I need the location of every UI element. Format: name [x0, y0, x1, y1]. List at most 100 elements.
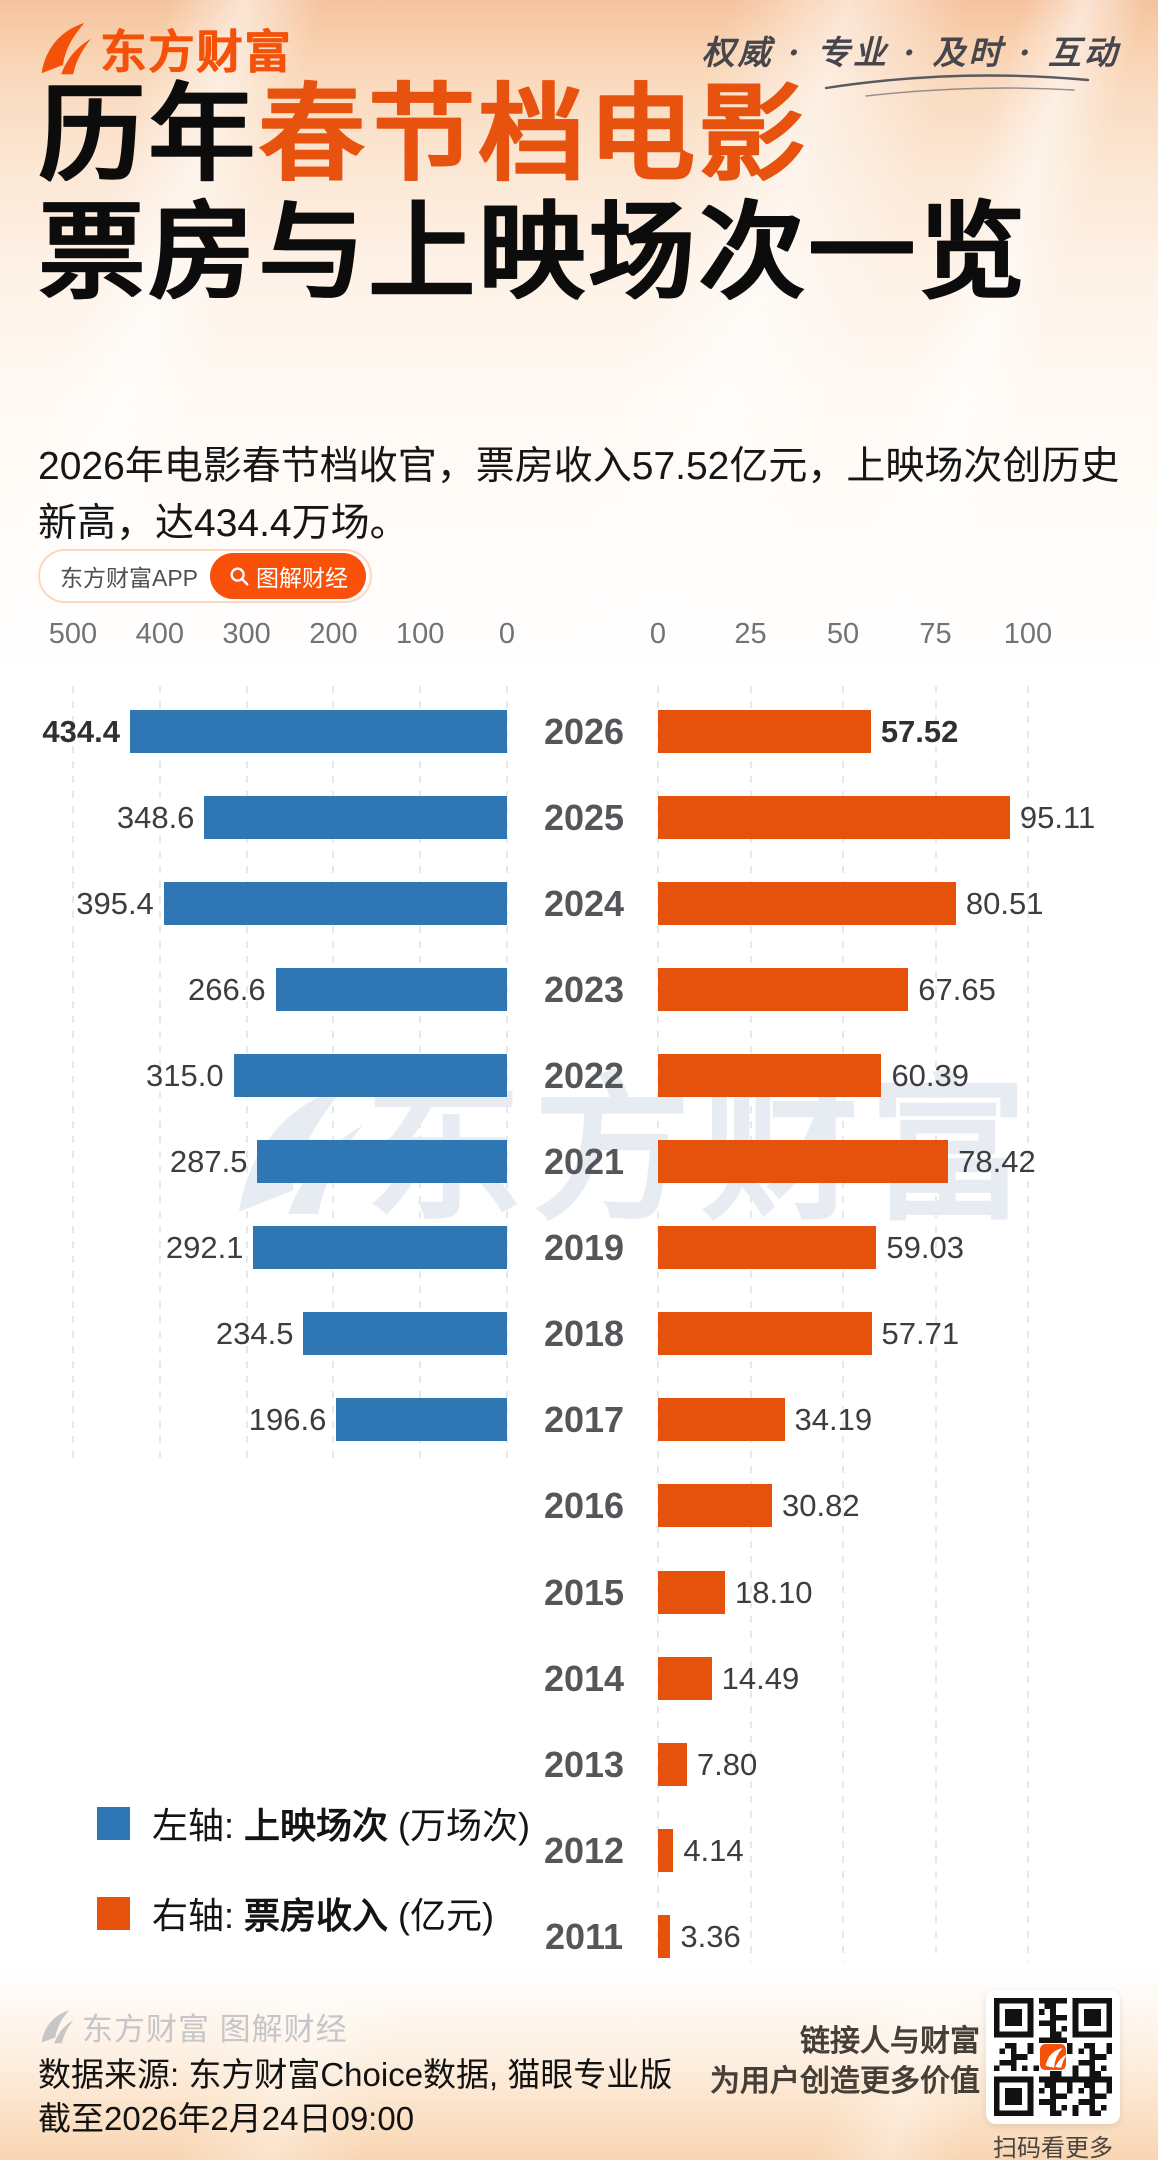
- right-axis-tick: 75: [919, 618, 952, 650]
- column-tag: 图解财经: [210, 553, 367, 599]
- legend-right-prefix: 右轴:: [152, 1895, 245, 1936]
- year-label-2017: 2017: [543, 1399, 625, 1441]
- boxoffice-value-2014: 14.49: [721, 1660, 800, 1696]
- bar-boxoffice-2011: [658, 1914, 671, 1958]
- boxoffice-value-2017: 34.19: [794, 1402, 873, 1438]
- left-axis-tick: 100: [395, 618, 445, 650]
- year-label-2021: 2021: [543, 1141, 625, 1182]
- legend-label-screenings: 左轴: 上映场次 (万场次): [152, 1797, 530, 1849]
- screenings-value-2019: 292.1: [165, 1230, 244, 1266]
- left-axis-tick: 0: [498, 618, 516, 650]
- left-axis-tick: 400: [135, 618, 184, 650]
- bar-boxoffice-2023: [658, 967, 909, 1011]
- bar-boxoffice-2021: [658, 1140, 949, 1183]
- bar-screenings-2019: [253, 1226, 507, 1270]
- year-label-2022: 2022: [543, 1054, 625, 1096]
- year-label-2025: 2025: [543, 796, 625, 838]
- title-prefix: 历年: [38, 76, 258, 194]
- right-axis-tick: 50: [826, 618, 860, 650]
- header-tagline: 权威 · 专业 · 及时 · 互动: [701, 33, 1120, 72]
- year-label-2019: 2019: [543, 1227, 625, 1269]
- bar-boxoffice-2016: [658, 1484, 773, 1528]
- left-gridline: [72, 686, 74, 1458]
- footer-brand: 东方财富 图解财经: [38, 2004, 348, 2049]
- column-name-label: 图解财经: [256, 565, 349, 591]
- legend-left-axis: 左轴: 上映场次 (万场次): [97, 1797, 530, 1849]
- brand-logo: 东方财富: [36, 16, 292, 82]
- year-label-2023: 2023: [543, 968, 625, 1010]
- screenings-value-2018: 234.5: [215, 1316, 294, 1352]
- app-name-label: 东方财富APP: [60, 565, 199, 591]
- slogan-line-2: 为用户创造更多价值: [710, 2065, 980, 2098]
- boxoffice-value-2012: 4.14: [683, 1832, 744, 1868]
- legend-left-name: 上映场次: [244, 1805, 389, 1846]
- year-label-2024: 2024: [543, 882, 625, 924]
- screenings-value-2017: 196.6: [248, 1402, 327, 1438]
- legend-right-axis: 右轴: 票房收入 (亿元): [97, 1887, 494, 1939]
- bar-boxoffice-2022: [658, 1053, 882, 1097]
- page-title: 历年春节档电影 票房与上映场次一览: [38, 76, 1028, 312]
- screenings-value-2023: 266.6: [188, 971, 266, 1007]
- bar-boxoffice-2026: [658, 709, 871, 753]
- bar-boxoffice-2025: [658, 795, 1010, 839]
- boxoffice-value-2026: 57.52: [880, 713, 959, 749]
- bar-boxoffice-2015: [658, 1570, 725, 1614]
- legend-swatch-boxoffice: [97, 1896, 130, 1930]
- legend-label-boxoffice: 右轴: 票房收入 (亿元): [152, 1887, 494, 1939]
- bar-screenings-2018: [303, 1312, 507, 1356]
- bar-boxoffice-2013: [658, 1742, 687, 1786]
- slogan-line-1: 链接人与财富: [800, 2025, 980, 2058]
- right-axis-tick: 0: [649, 618, 667, 650]
- tagline-underline-swoosh: [824, 74, 1090, 97]
- qr-code-pattern: [994, 1998, 1112, 2116]
- left-axis-tick: 300: [222, 618, 271, 650]
- bar-screenings-2024: [163, 881, 507, 925]
- left-axis-tick: 500: [48, 618, 98, 650]
- year-label-2011: 2011: [544, 1915, 624, 1957]
- legend-left-suffix: (万场次): [388, 1805, 531, 1846]
- bar-boxoffice-2017: [658, 1398, 785, 1442]
- boxoffice-value-2011: 3.36: [680, 1918, 741, 1954]
- boxoffice-value-2013: 7.80: [696, 1746, 758, 1782]
- bar-screenings-2021: [257, 1140, 507, 1183]
- bar-screenings-2022: [233, 1053, 507, 1097]
- screenings-value-2025: 348.6: [116, 799, 195, 835]
- bottom-background-gradient: [0, 1968, 1158, 2160]
- bar-boxoffice-2014: [658, 1656, 712, 1700]
- as-of-line: 截至2026年2月24日09:00: [38, 2100, 415, 2137]
- year-label-2015: 2015: [543, 1571, 625, 1613]
- title-line-1: 历年春节档电影: [38, 76, 1028, 194]
- boxoffice-value-2025: 95.11: [1019, 799, 1096, 835]
- app-tag-pill: 东方财富APP 图解财经: [38, 549, 373, 603]
- legend-left-prefix: 左轴:: [152, 1805, 245, 1846]
- right-gridline: [1027, 686, 1029, 1962]
- screenings-value-2022: 315.0: [146, 1057, 224, 1093]
- subtitle-text: 2026年电影春节档收官，票房收入57.52亿元，上映场次创历史新高，达434.…: [38, 445, 1120, 545]
- qr-code: [986, 1990, 1120, 2124]
- bar-screenings-2026: [129, 709, 507, 753]
- year-label-2018: 2018: [543, 1313, 625, 1355]
- year-label-2026: 2026: [543, 710, 625, 752]
- footer-slogan: 链接人与财富 为用户创造更多价值: [710, 2022, 980, 2102]
- boxoffice-value-2018: 57.71: [881, 1316, 960, 1352]
- bar-boxoffice-2012: [658, 1828, 674, 1872]
- bar-boxoffice-2019: [658, 1226, 877, 1270]
- right-gridline: [934, 686, 937, 1962]
- screenings-value-2026: 434.4: [42, 713, 120, 749]
- boxoffice-value-2024: 80.51: [965, 885, 1044, 921]
- qr-caption: 扫码看更多: [993, 2135, 1113, 2160]
- year-label-2013: 2013: [543, 1743, 625, 1785]
- brand-name: 东方财富: [100, 26, 292, 78]
- legend-right-name: 票房收入: [244, 1895, 389, 1936]
- year-label-2016: 2016: [543, 1485, 625, 1527]
- boxoffice-value-2015: 18.10: [734, 1574, 813, 1610]
- title-highlight: 春节档电影: [258, 76, 808, 194]
- left-axis-tick: 200: [309, 618, 358, 650]
- right-axis-tick: 25: [734, 618, 767, 650]
- boxoffice-value-2022: 60.39: [891, 1057, 970, 1093]
- bar-screenings-2023: [275, 967, 507, 1011]
- boxoffice-value-2016: 30.82: [782, 1488, 860, 1524]
- title-line-2: 票房与上映场次一览: [38, 194, 1028, 312]
